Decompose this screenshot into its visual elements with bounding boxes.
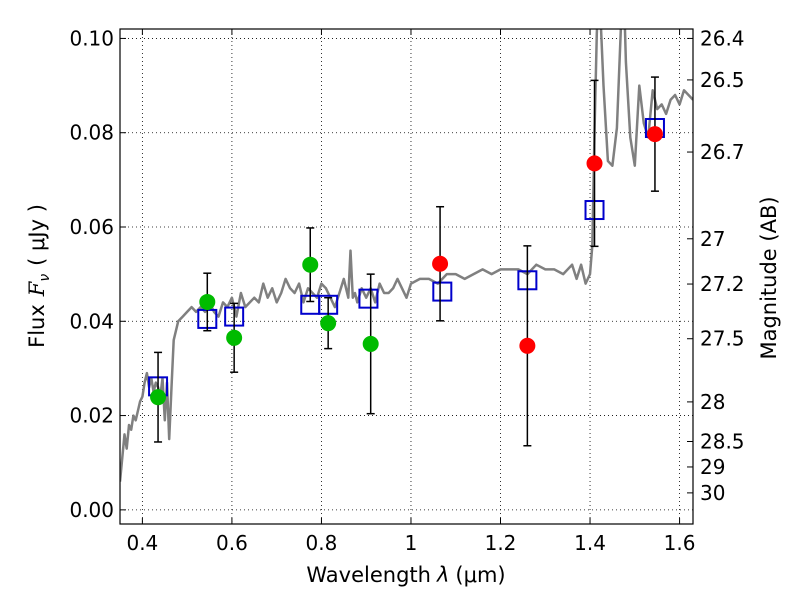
x-tick-label: 1.2 bbox=[485, 531, 517, 555]
observed-point-green bbox=[320, 315, 337, 332]
y2-tick-label: 27.2 bbox=[700, 272, 745, 296]
observed-point-red bbox=[432, 255, 449, 272]
y-tick-label: 0.00 bbox=[69, 498, 114, 522]
grid bbox=[120, 29, 693, 524]
model-photometry-square bbox=[358, 288, 379, 309]
x-tick-label: 0.4 bbox=[126, 531, 158, 555]
observed-point-green bbox=[199, 293, 216, 310]
y2-tick-label: 27.5 bbox=[700, 327, 745, 351]
y2-axis-label: Magnitude (AB) bbox=[757, 196, 781, 359]
x-tick-label: 1.6 bbox=[664, 531, 696, 555]
y-tick-label: 0.06 bbox=[69, 215, 114, 239]
y2-tick-label: 26.4 bbox=[700, 26, 745, 50]
x-tick-label: 1.4 bbox=[574, 531, 606, 555]
y-tick-label: 0.10 bbox=[69, 26, 114, 50]
observed-point-green bbox=[302, 256, 319, 273]
data-layer bbox=[120, 29, 693, 482]
y2-tick-label: 28 bbox=[700, 390, 725, 414]
y2-tick-label: 26.7 bbox=[700, 140, 745, 164]
observed-point-red bbox=[519, 337, 536, 354]
model-photometry-square bbox=[432, 281, 453, 302]
observed-point-green bbox=[150, 389, 167, 406]
y2-tick-label: 26.5 bbox=[700, 68, 745, 92]
x-tick-label: 1 bbox=[405, 531, 418, 555]
observed-point-red bbox=[646, 126, 663, 143]
y-tick-label: 0.04 bbox=[69, 309, 114, 333]
y-tick-label: 0.08 bbox=[69, 121, 114, 145]
observed-point-green bbox=[362, 335, 379, 352]
sed-model-line bbox=[120, 29, 693, 482]
y2-tick-label: 27 bbox=[700, 227, 725, 251]
axis-ticks: 0.4 0.6 0.8 1 1.2 1.4 1.6 0.00 0.02 0.04 0.06 0.08 0… bbox=[69, 26, 744, 555]
x-axis-label: Wavelength λ (μm) bbox=[306, 563, 505, 587]
observed-point-red bbox=[586, 155, 603, 172]
x-tick-label: 0.6 bbox=[216, 531, 248, 555]
y2-tick-label: 30 bbox=[700, 481, 725, 505]
y2-tick-label: 28.5 bbox=[700, 430, 745, 454]
plot-frame bbox=[119, 28, 694, 525]
y-tick-label: 0.02 bbox=[69, 404, 114, 428]
x-tick-label: 0.8 bbox=[306, 531, 338, 555]
y2-tick-label: 29 bbox=[700, 455, 725, 479]
observed-point-green bbox=[226, 329, 243, 346]
y-axis-label: FluxFν( μJy ) bbox=[25, 204, 53, 348]
